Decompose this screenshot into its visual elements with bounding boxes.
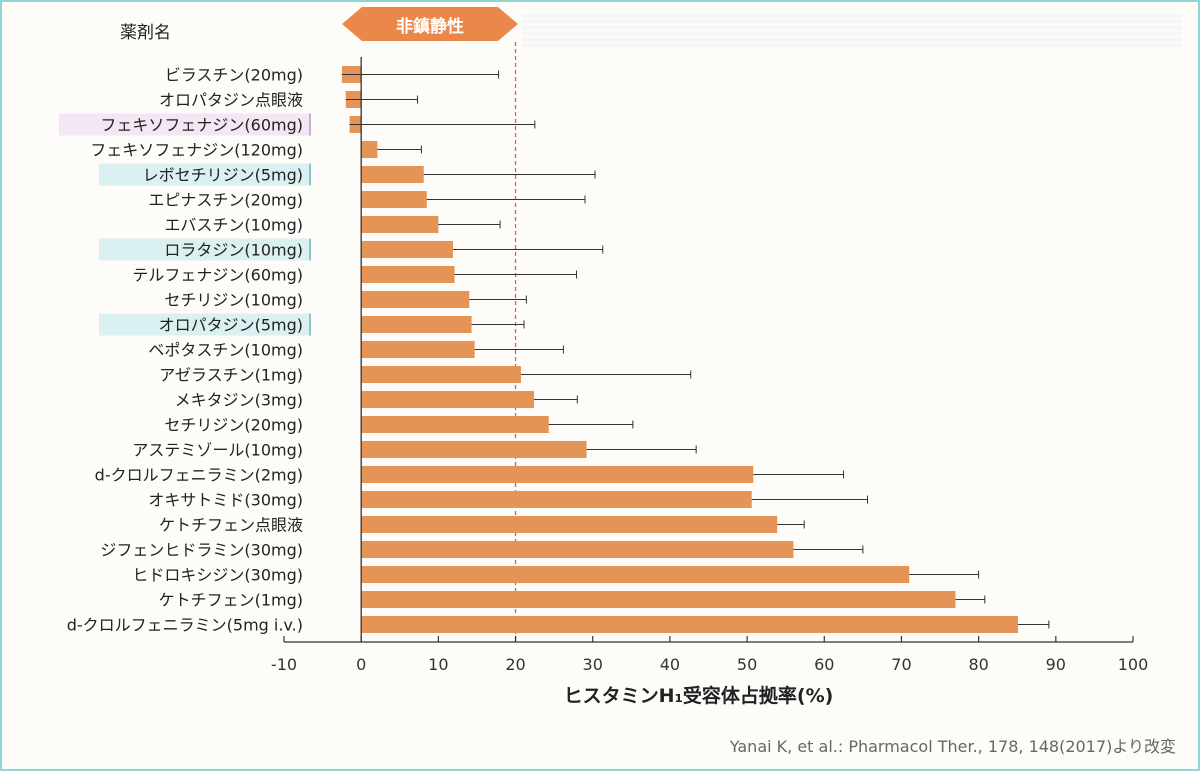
drug-label: オロパタジン(5mg)	[159, 316, 303, 335]
drug-label: エピナスチン(20mg)	[148, 191, 303, 210]
x-tick-label: 90	[1046, 655, 1066, 674]
x-tick-label: 0	[356, 655, 366, 674]
drug-label: ジフェンヒドラミン(30mg)	[100, 541, 303, 560]
double-arrow-icon	[342, 7, 518, 41]
drug-label: ベポタスチン(10mg)	[148, 341, 303, 360]
bar	[361, 491, 752, 508]
non-sedating-label: 非鎮静性	[396, 17, 464, 37]
drug-label: アステミゾール(10mg)	[132, 441, 303, 460]
bar	[361, 191, 427, 208]
drug-label: ロラタジン(10mg)	[164, 241, 303, 260]
x-tick-label: -10	[271, 655, 297, 674]
non-sedating-badge: 非鎮静性	[342, 7, 518, 41]
bar	[361, 341, 475, 358]
x-tick-label: 40	[660, 655, 680, 674]
drug-label: セチリジン(20mg)	[164, 416, 303, 435]
drug-label: アゼラスチン(1mg)	[159, 366, 303, 385]
x-tick-label: 60	[814, 655, 834, 674]
drug-label: レボセチリジン(5mg)	[143, 166, 303, 185]
drug-name-column-title: 薬剤名	[120, 23, 171, 43]
drug-label: テルフェナジン(60mg)	[132, 266, 303, 285]
drug-label: ケトチフェン点眼液	[159, 516, 303, 535]
drug-label: エバスチン(10mg)	[164, 216, 303, 235]
bar	[361, 266, 455, 283]
label-highlight	[99, 313, 311, 336]
drug-label: ビラスチン(20mg)	[165, 66, 303, 85]
bar	[361, 291, 470, 308]
bar	[361, 516, 778, 533]
bar	[361, 566, 910, 583]
drug-label: d-クロルフェニラミン(2mg)	[95, 466, 303, 485]
bar	[361, 141, 378, 158]
drug-label: d-クロルフェニラミン(5mg i.v.)	[67, 616, 303, 635]
x-tick-label: 70	[891, 655, 911, 674]
source-citation: Yanai K, et al.: Pharmacol Ther., 178, 1…	[729, 737, 1176, 756]
x-axis-title: ヒスタミンH₁受容体占拠率(%)	[564, 684, 834, 707]
drug-label: フェキソフェナジン(60mg)	[100, 116, 303, 135]
drug-label: ヒドロキシジン(30mg)	[132, 566, 303, 585]
drug-label: メキタジン(3mg)	[175, 391, 303, 410]
drug-label: フェキソフェナジン(120mg)	[90, 141, 303, 160]
bar	[361, 416, 549, 433]
label-highlight	[99, 163, 311, 186]
bar	[361, 466, 754, 483]
drug-label: セチリジン(10mg)	[164, 291, 303, 310]
bar	[361, 616, 1018, 633]
bar	[361, 591, 956, 608]
x-tick-label: 50	[737, 655, 757, 674]
bar	[361, 216, 439, 233]
bar	[361, 241, 454, 258]
bar	[361, 366, 521, 383]
x-tick-label: 30	[583, 655, 603, 674]
label-highlight	[59, 113, 311, 136]
x-tick-label: 100	[1118, 655, 1149, 674]
drug-label: オロパタジン点眼液	[159, 91, 303, 110]
bar	[361, 541, 794, 558]
bar	[361, 441, 587, 458]
header-stripe	[522, 14, 1182, 48]
drug-label: ケトチフェン(1mg)	[159, 591, 303, 610]
drug-label: オキサトミド(30mg)	[148, 491, 303, 510]
bar	[361, 316, 472, 333]
x-tick-label: 10	[428, 655, 448, 674]
x-tick-label: 20	[505, 655, 525, 674]
label-highlight	[99, 238, 311, 261]
bar	[361, 391, 535, 408]
x-tick-label: 80	[968, 655, 988, 674]
bar	[361, 166, 424, 183]
